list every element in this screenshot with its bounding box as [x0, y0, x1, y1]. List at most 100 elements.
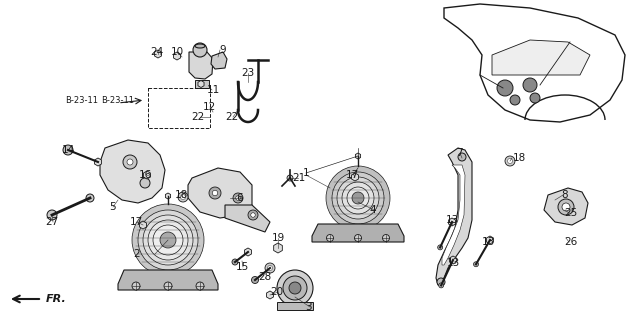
Circle shape — [233, 193, 243, 203]
Polygon shape — [188, 168, 252, 218]
Circle shape — [160, 232, 176, 248]
Circle shape — [347, 187, 369, 209]
Circle shape — [510, 95, 520, 105]
Text: 28: 28 — [258, 272, 271, 282]
Circle shape — [438, 245, 443, 250]
Circle shape — [232, 259, 238, 265]
Circle shape — [352, 192, 364, 204]
Text: 26: 26 — [564, 237, 577, 247]
Polygon shape — [100, 140, 165, 203]
Circle shape — [252, 276, 259, 284]
Polygon shape — [351, 173, 358, 181]
Text: B-23-11: B-23-11 — [65, 95, 98, 105]
Text: 1: 1 — [303, 168, 309, 178]
Text: 14: 14 — [61, 145, 74, 155]
Circle shape — [507, 158, 512, 164]
Circle shape — [178, 192, 188, 202]
Circle shape — [63, 145, 73, 155]
Text: 9: 9 — [220, 45, 227, 55]
Circle shape — [236, 196, 240, 200]
Circle shape — [209, 187, 221, 199]
Circle shape — [132, 204, 204, 276]
Circle shape — [248, 210, 258, 220]
Circle shape — [47, 210, 57, 220]
Polygon shape — [436, 148, 472, 285]
Circle shape — [153, 225, 183, 255]
Polygon shape — [274, 243, 282, 253]
Circle shape — [212, 190, 218, 196]
Circle shape — [127, 159, 133, 165]
Circle shape — [382, 235, 389, 242]
Text: 21: 21 — [292, 173, 305, 183]
Circle shape — [277, 270, 313, 306]
Text: 6: 6 — [237, 193, 244, 203]
Circle shape — [562, 203, 570, 211]
Polygon shape — [355, 153, 360, 159]
Text: 11: 11 — [206, 85, 220, 95]
Polygon shape — [312, 224, 404, 242]
Circle shape — [505, 156, 515, 166]
Polygon shape — [95, 158, 102, 166]
Polygon shape — [211, 52, 227, 69]
Text: 22: 22 — [191, 112, 204, 122]
Circle shape — [138, 210, 198, 270]
Text: 13: 13 — [446, 258, 459, 268]
Ellipse shape — [195, 44, 205, 48]
Polygon shape — [449, 256, 456, 264]
Circle shape — [265, 263, 275, 273]
Polygon shape — [449, 218, 456, 226]
Text: 25: 25 — [564, 208, 577, 218]
Polygon shape — [174, 52, 180, 60]
Text: 23: 23 — [242, 68, 255, 78]
Polygon shape — [245, 248, 252, 256]
Circle shape — [164, 282, 172, 290]
Circle shape — [148, 220, 188, 260]
Circle shape — [355, 235, 362, 242]
Circle shape — [132, 282, 140, 290]
Text: 27: 27 — [45, 217, 59, 227]
Circle shape — [332, 172, 384, 224]
Text: 24: 24 — [150, 47, 163, 57]
Circle shape — [251, 213, 256, 217]
Text: 13: 13 — [445, 215, 459, 225]
Bar — [195, 80, 209, 88]
Polygon shape — [198, 81, 204, 87]
Circle shape — [289, 282, 301, 294]
Polygon shape — [143, 171, 150, 179]
Circle shape — [439, 283, 444, 288]
Text: 7: 7 — [456, 148, 463, 158]
Text: 17: 17 — [129, 217, 143, 227]
Text: 15: 15 — [235, 262, 249, 272]
Polygon shape — [487, 236, 493, 244]
Bar — [277, 302, 313, 310]
Circle shape — [283, 276, 307, 300]
Polygon shape — [225, 205, 270, 232]
Text: 10: 10 — [170, 47, 184, 57]
Circle shape — [268, 266, 273, 270]
Circle shape — [287, 175, 293, 181]
Circle shape — [196, 282, 204, 290]
Circle shape — [473, 262, 478, 267]
Text: 19: 19 — [271, 233, 285, 243]
Polygon shape — [442, 165, 465, 265]
Text: FR.: FR. — [46, 294, 67, 304]
Circle shape — [326, 166, 390, 230]
Text: 4: 4 — [370, 205, 376, 215]
Text: 3: 3 — [305, 302, 311, 312]
Circle shape — [326, 235, 334, 242]
Circle shape — [123, 155, 137, 169]
Text: 8: 8 — [562, 190, 569, 200]
Text: 5: 5 — [109, 202, 115, 212]
Polygon shape — [118, 270, 218, 290]
Circle shape — [193, 43, 207, 57]
Text: 16: 16 — [138, 170, 151, 180]
Text: 22: 22 — [225, 112, 239, 122]
Polygon shape — [155, 50, 162, 58]
Circle shape — [558, 199, 574, 215]
Circle shape — [530, 93, 540, 103]
Circle shape — [458, 153, 466, 161]
Text: 13: 13 — [481, 237, 495, 247]
Polygon shape — [189, 52, 213, 79]
Text: B-23-11: B-23-11 — [102, 95, 134, 105]
Circle shape — [143, 215, 193, 265]
